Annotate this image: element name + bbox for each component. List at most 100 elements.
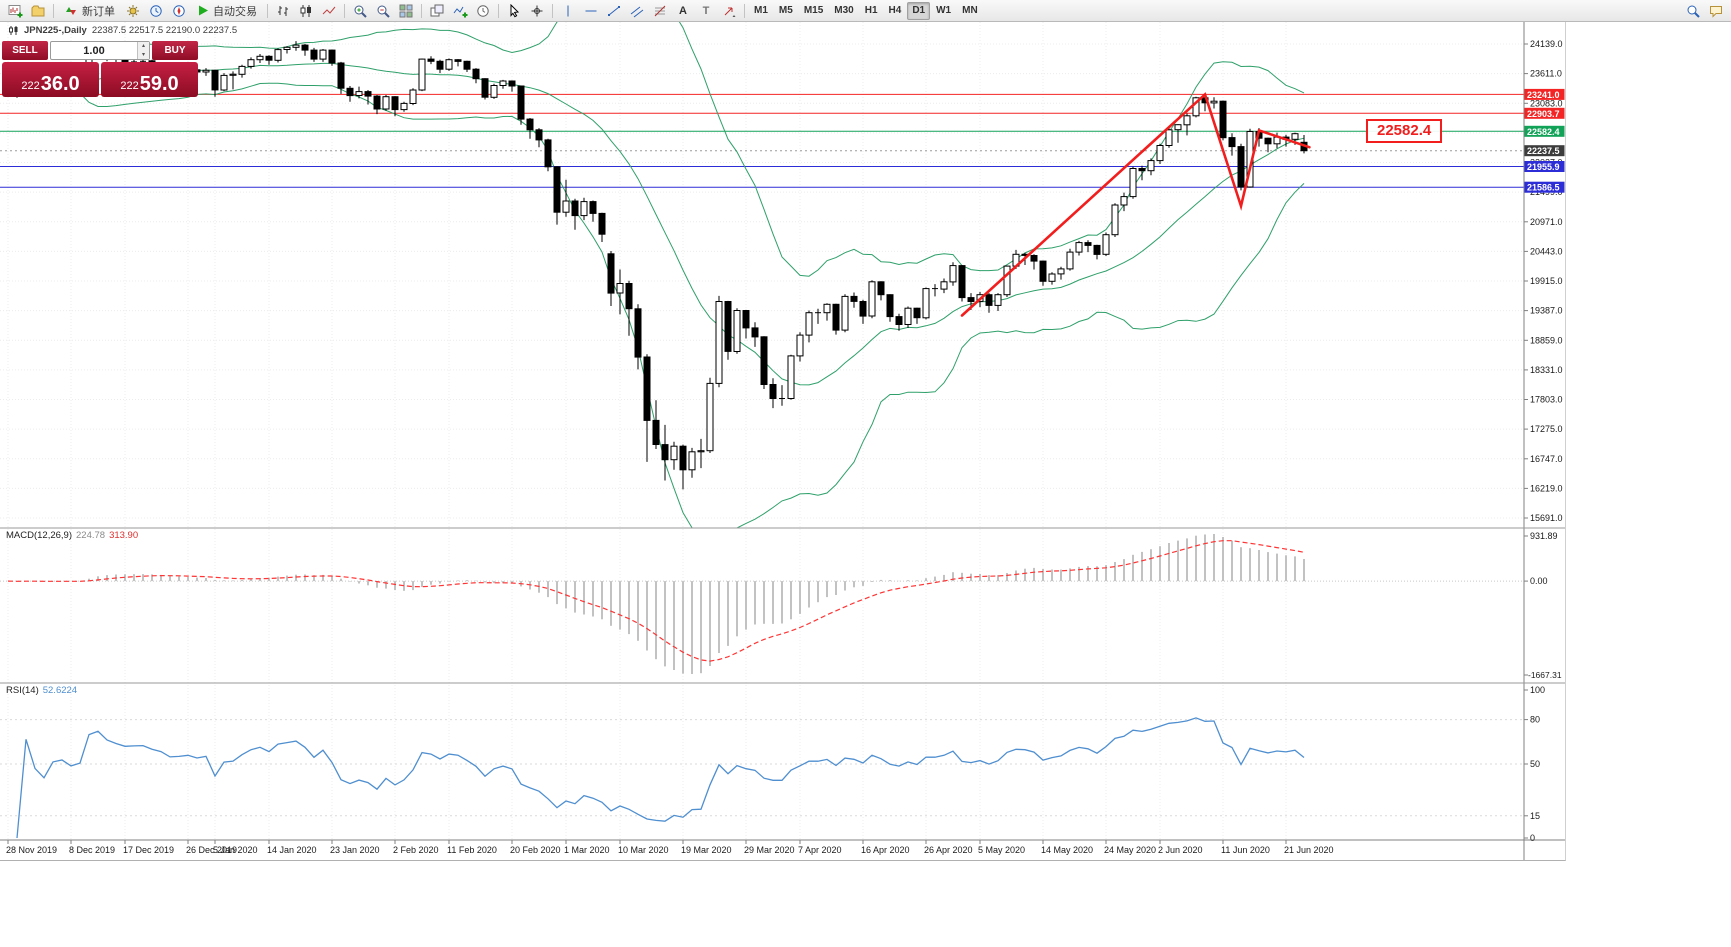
crosshair-button[interactable]	[526, 2, 548, 20]
equidistant-channel-icon	[630, 6, 644, 17]
text-label-button[interactable]: T	[695, 2, 717, 20]
timeframe-m15-button[interactable]: M15	[803, 5, 824, 16]
sell-price-button[interactable]: 222 36.0	[2, 62, 99, 97]
svg-text:20443.0: 20443.0	[1530, 246, 1563, 256]
chart-window: 24139.023611.023083.022555.022027.021499…	[0, 22, 1566, 861]
toolbar-separator	[744, 3, 745, 18]
indicators-button[interactable]	[449, 2, 471, 20]
price-scale[interactable]	[1524, 22, 1565, 860]
trendline-button[interactable]	[603, 2, 625, 20]
svg-text:23241.0: 23241.0	[1527, 90, 1560, 100]
chat-button[interactable]	[1705, 2, 1727, 20]
main-toolbar: 新订单 自动交易	[0, 0, 1731, 22]
macd-label: MACD(12,26,9) 224.78 313.90	[6, 530, 138, 541]
market-watch-icon	[150, 4, 162, 17]
svg-text:21586.5: 21586.5	[1527, 183, 1560, 193]
svg-text:8 Dec 2019: 8 Dec 2019	[69, 845, 115, 855]
buy-price-prefix: 222	[120, 80, 139, 92]
svg-text:20 Feb 2020: 20 Feb 2020	[510, 845, 561, 855]
cascade-windows-button[interactable]	[426, 2, 448, 20]
profiles-button[interactable]	[27, 2, 49, 20]
fibonacci-button[interactable]	[649, 2, 671, 20]
bar-chart-icon	[278, 5, 288, 16]
toolbar-separator	[53, 3, 54, 18]
volume-down-button[interactable]: ▾	[138, 50, 149, 59]
timeframe-d1-button[interactable]: D1	[907, 1, 931, 20]
indicators-icon	[453, 6, 467, 17]
svg-text:931.89: 931.89	[1530, 531, 1558, 541]
buy-button[interactable]: BUY	[152, 41, 198, 60]
timeframe-m5-button[interactable]: M5	[778, 5, 793, 16]
svg-text:26 Apr 2020: 26 Apr 2020	[924, 845, 973, 855]
navigator-button[interactable]	[168, 2, 190, 20]
profiles-icon	[31, 5, 45, 16]
volume-input[interactable]: 1.00 ▴ ▾	[50, 41, 150, 60]
svg-text:16 Apr 2020: 16 Apr 2020	[861, 845, 910, 855]
metaeditor-button[interactable]	[122, 2, 144, 20]
svg-text:18331.0: 18331.0	[1530, 365, 1563, 375]
channel-button[interactable]	[626, 2, 648, 20]
navigator-compass-icon	[173, 4, 185, 17]
text-button[interactable]: A	[672, 2, 694, 20]
new-order-button[interactable]: 新订单	[58, 2, 121, 20]
svg-text:23 Jan 2020: 23 Jan 2020	[330, 845, 380, 855]
svg-text:11 Feb 2020: 11 Feb 2020	[447, 845, 497, 855]
timeframe-m30-button[interactable]: M30	[834, 5, 854, 16]
svg-text:23611.0: 23611.0	[1530, 69, 1562, 79]
svg-text:15: 15	[1530, 811, 1540, 821]
svg-text:2 Feb 2020: 2 Feb 2020	[393, 845, 439, 855]
buy-price-button[interactable]: 222 59.0	[101, 62, 198, 97]
cursor-button[interactable]	[503, 2, 525, 20]
periods-button[interactable]	[472, 2, 494, 20]
svg-text:28 Nov 2019: 28 Nov 2019	[6, 845, 57, 855]
svg-text:11 Jun 2020: 11 Jun 2020	[1221, 845, 1270, 855]
rsi-name: RSI(14)	[6, 685, 39, 696]
vertical-line-icon	[567, 5, 569, 16]
horizontal-line-button[interactable]	[580, 2, 602, 20]
svg-text:22582.4: 22582.4	[1527, 127, 1560, 137]
bar-chart-button[interactable]	[272, 2, 294, 20]
svg-text:100: 100	[1530, 685, 1545, 695]
time-scale[interactable]	[0, 840, 1524, 860]
new-chart-button[interactable]	[4, 2, 26, 20]
timeframe-w1-button[interactable]: W1	[936, 5, 952, 16]
svg-text:19915.0: 19915.0	[1530, 276, 1563, 286]
trendline-icon	[608, 5, 620, 16]
toolbar-separator	[552, 3, 553, 18]
volume-up-button[interactable]: ▴	[138, 42, 149, 51]
timeframe-mn-button[interactable]: MN	[962, 5, 978, 16]
cursor-icon	[510, 3, 520, 17]
cascade-windows-icon	[430, 4, 444, 16]
new-chart-icon	[8, 4, 22, 17]
chart-title: JPN225-,Daily 22387.5 22517.5 22190.0 22…	[8, 25, 237, 36]
buy-price-big: 59.0	[139, 73, 179, 95]
price-annotation[interactable]: 22582.4	[1366, 119, 1443, 144]
volume-value[interactable]: 1.00	[83, 44, 105, 57]
timeframe-m1-button[interactable]: M1	[754, 5, 768, 16]
autotrading-play-icon	[199, 5, 208, 16]
svg-text:0: 0	[1530, 833, 1535, 843]
sell-button[interactable]: SELL	[2, 41, 48, 60]
clock-icon	[477, 4, 489, 17]
chart-canvas[interactable]: 24139.023611.023083.022555.022027.021499…	[0, 22, 1565, 860]
line-chart-button[interactable]	[318, 2, 340, 20]
zoom-out-icon	[377, 5, 390, 18]
vertical-line-button[interactable]	[557, 2, 579, 20]
zoom-in-button[interactable]	[349, 2, 371, 20]
toolbar-separator	[267, 3, 268, 18]
zoom-out-button[interactable]	[372, 2, 394, 20]
svg-text:5 Jan 2020: 5 Jan 2020	[213, 845, 258, 855]
market-watch-button[interactable]	[145, 2, 167, 20]
svg-text:0.00: 0.00	[1530, 576, 1548, 586]
chart-symbol-period: JPN225-,Daily	[24, 25, 87, 36]
tile-windows-button[interactable]	[395, 2, 417, 20]
svg-text:24139.0: 24139.0	[1530, 39, 1563, 49]
timeframe-h1-button[interactable]: H1	[864, 5, 878, 16]
candlestick-chart-button[interactable]	[295, 2, 317, 20]
svg-text:19387.0: 19387.0	[1530, 306, 1563, 316]
timeframe-h4-button[interactable]: H4	[888, 5, 902, 16]
svg-text:29 Mar 2020: 29 Mar 2020	[744, 845, 795, 855]
arrows-button[interactable]	[718, 2, 740, 20]
autotrading-button[interactable]: 自动交易	[191, 2, 263, 20]
search-button[interactable]	[1682, 2, 1704, 20]
